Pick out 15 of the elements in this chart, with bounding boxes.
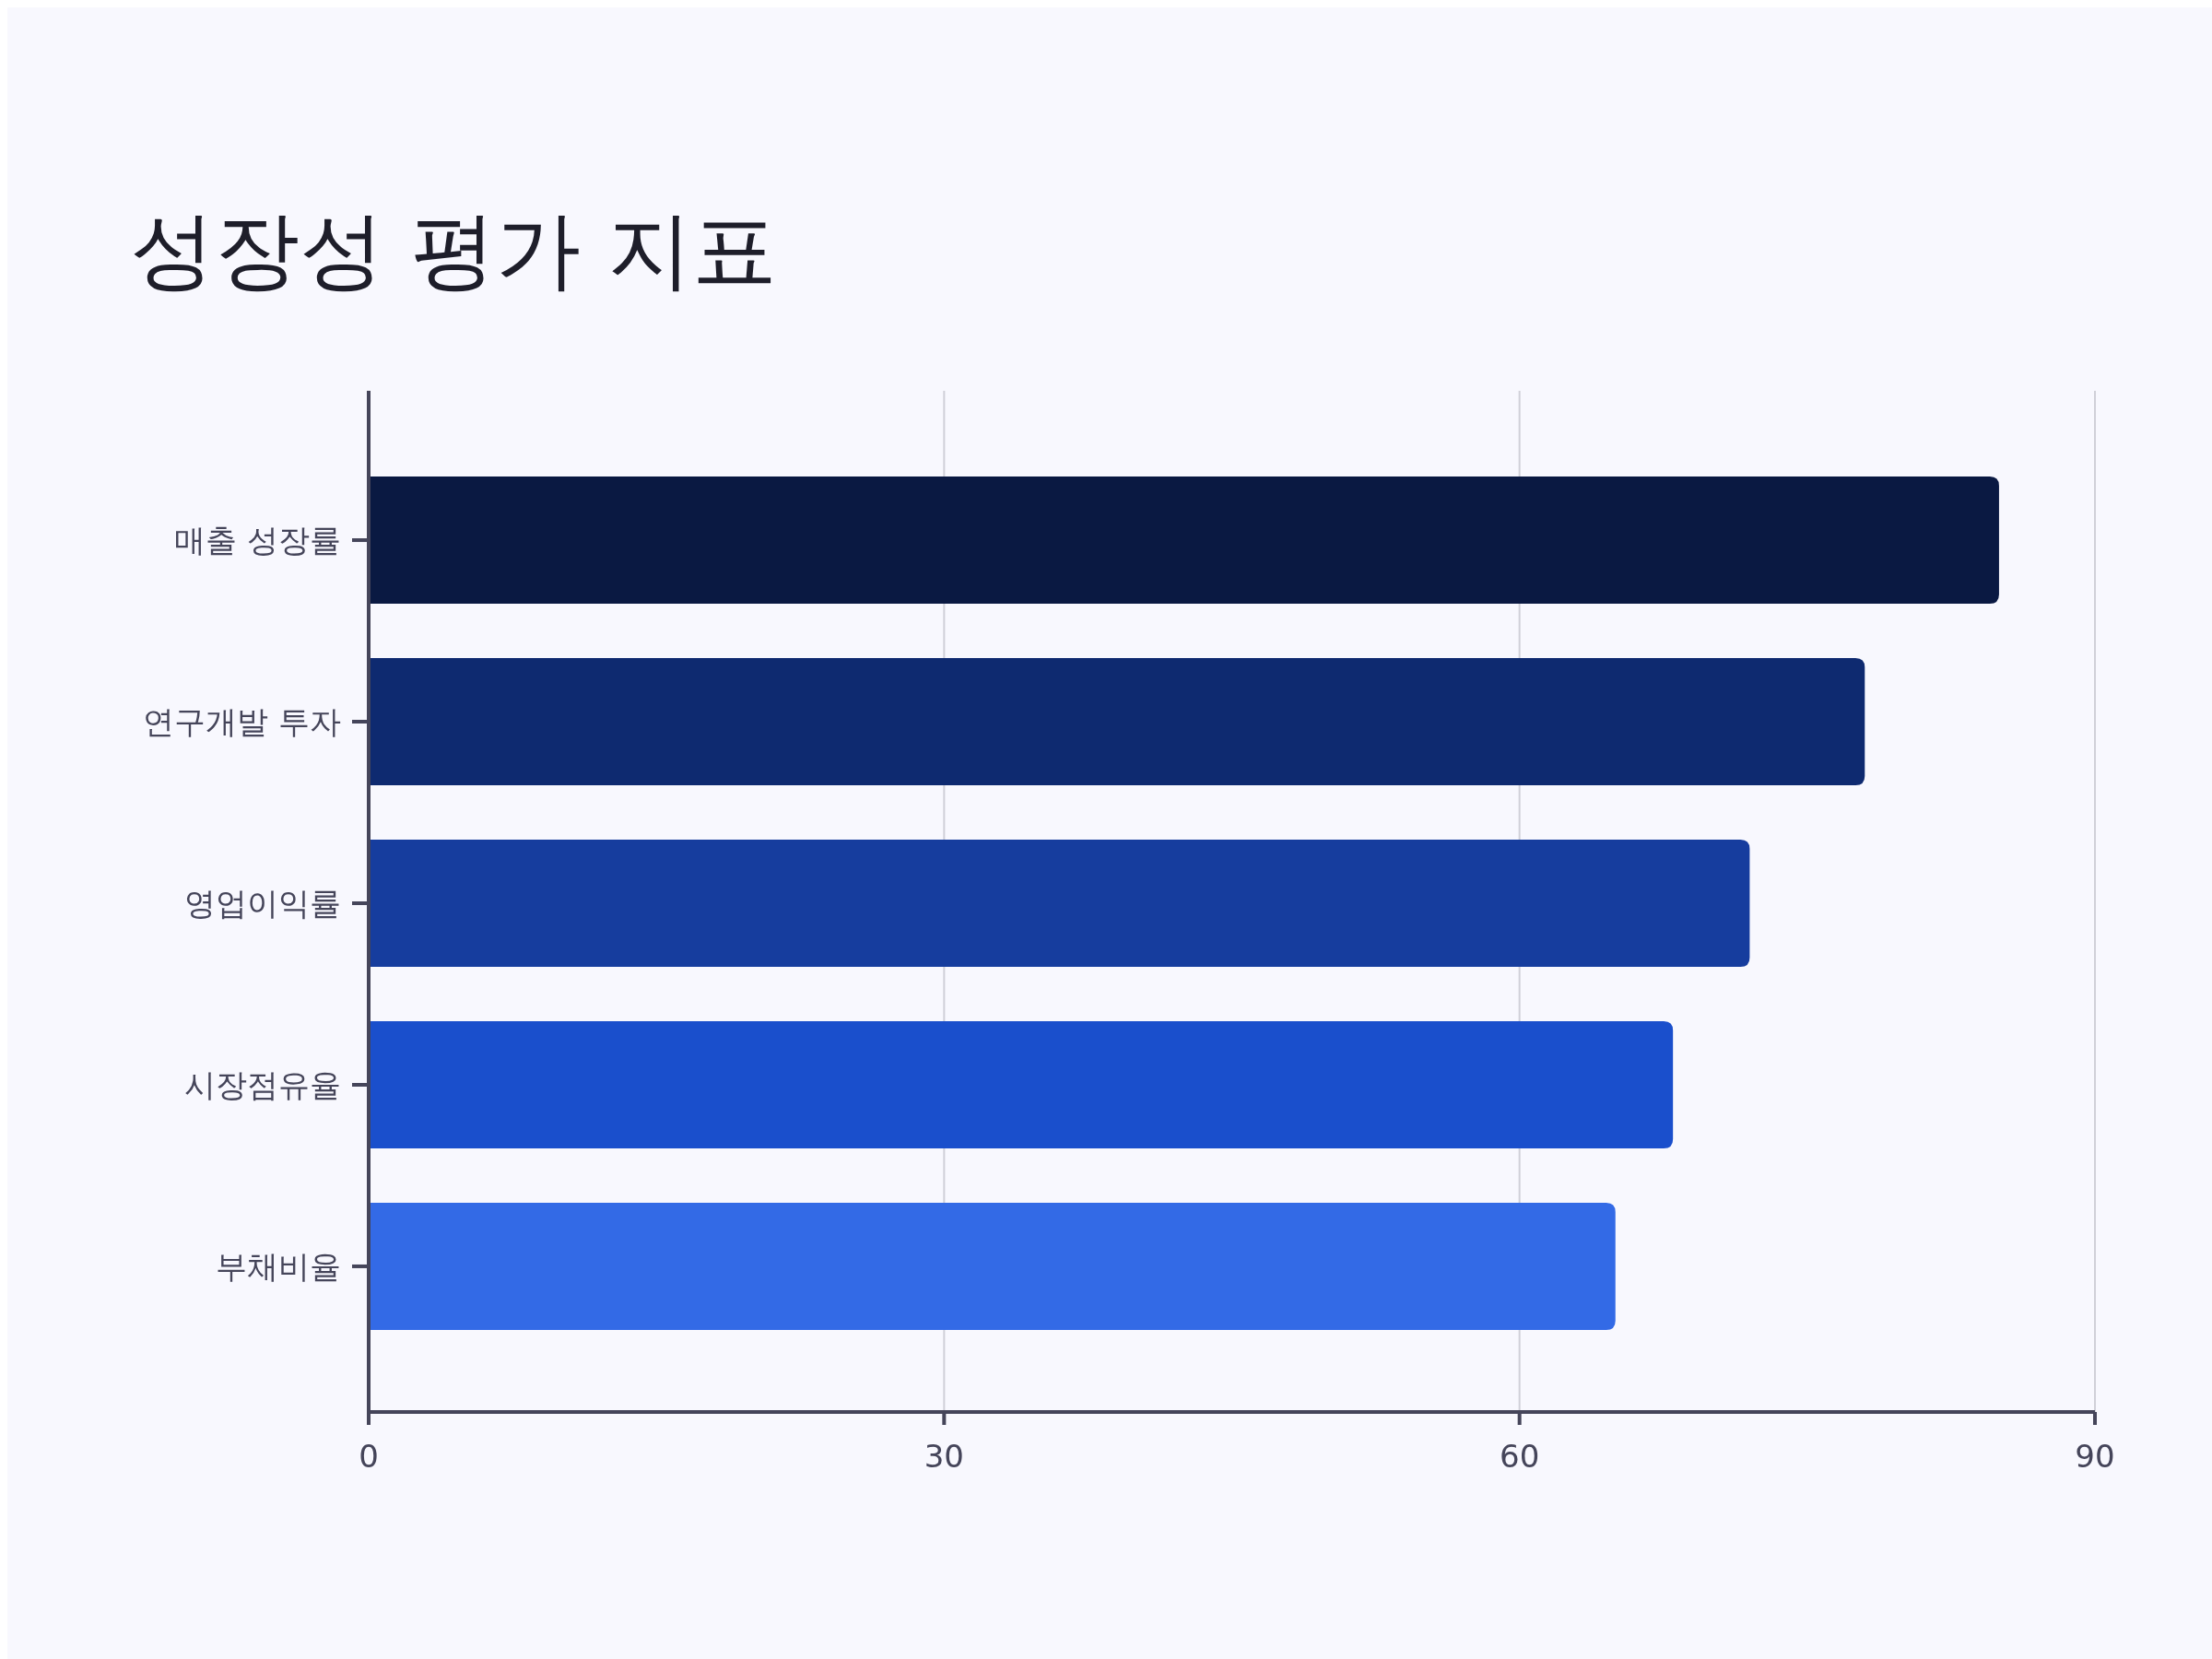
chart-title: 성장성 평가 지표: [130, 201, 778, 300]
y-tick-label: 영업이익률: [184, 884, 341, 922]
bar: [369, 658, 1865, 785]
x-tick-label: 90: [2075, 1438, 2115, 1475]
bar: [369, 1203, 1616, 1330]
y-tick-label: 연구개발 투자: [143, 702, 341, 740]
y-tick-label: 시장점유율: [184, 1065, 341, 1103]
y-tick-label: 부채비율: [216, 1247, 341, 1285]
x-tick-label: 60: [1500, 1438, 1540, 1475]
x-tick-label: 0: [359, 1438, 379, 1475]
x-tick-label: 30: [924, 1438, 964, 1475]
bar: [369, 477, 1999, 604]
y-tick-label: 매출 성장률: [174, 521, 341, 559]
bar: [369, 1021, 1674, 1148]
bar: [369, 840, 1750, 967]
